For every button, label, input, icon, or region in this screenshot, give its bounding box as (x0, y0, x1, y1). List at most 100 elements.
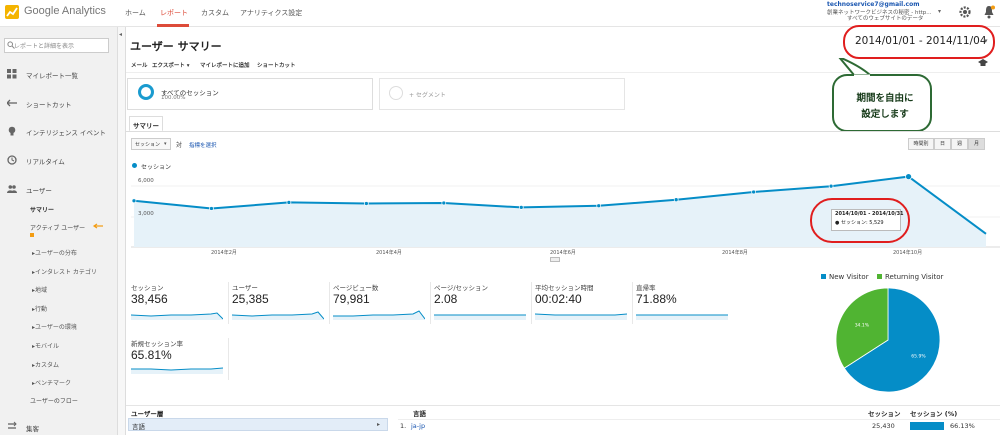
row-percentage-bar (910, 422, 944, 430)
sidebar-item-label: ユーザー (26, 187, 52, 195)
legend-marker-new-visitor (821, 274, 826, 279)
add-to-dashboard-button[interactable]: マイレポートに追加 (200, 63, 250, 69)
demographics-row-label: 言語 (132, 423, 145, 431)
data-point[interactable] (131, 198, 137, 204)
metric-label: 新規セッション率 (131, 340, 183, 348)
tab-admin[interactable]: アナリティクス設定 (240, 9, 303, 17)
notification-bell-icon[interactable] (983, 5, 995, 19)
sidebar-item-label: インテリジェンス イベント (26, 129, 106, 137)
sidebar-subitem-active-users[interactable]: アクティブ ユーザー (30, 225, 86, 232)
data-point[interactable] (596, 203, 602, 209)
sidebar-subitem-interests[interactable]: ▸インタレスト カテゴリ (32, 269, 97, 276)
data-point[interactable] (905, 173, 912, 180)
data-point[interactable] (751, 189, 756, 195)
empty-segment-ring-icon (389, 86, 403, 100)
pie-slice-returning-visitor (835, 287, 889, 369)
divider (632, 282, 633, 324)
data-point[interactable] (518, 205, 524, 210)
segment-percentage: 100.00% (161, 95, 186, 101)
collapse-arrow-icon[interactable]: ◂ (119, 31, 123, 38)
sparkline-sessions (131, 312, 223, 320)
add-segment-label: + セグメント (409, 92, 446, 99)
metric-label: 平均セッション時間 (535, 284, 594, 292)
x-tick-label: 2014年8月 (722, 250, 748, 256)
data-point[interactable] (673, 197, 679, 203)
sidebar-subitem-custom[interactable]: ▸カスタム (32, 362, 60, 369)
sidebar-item-label: マイレポート一覧 (26, 72, 78, 80)
tab-home[interactable]: ホーム (125, 9, 146, 17)
granularity-day-button[interactable]: 日 (934, 138, 951, 150)
pie-label-returning-visitor: 34.1% (855, 323, 870, 329)
metric-select[interactable] (131, 138, 171, 150)
sidebar-subitem-benchmarking[interactable]: ▸ベンチマーク (32, 380, 72, 387)
data-point[interactable] (441, 200, 447, 206)
sessions-line (133, 175, 987, 235)
metric-tile-bounce-rate[interactable]: 直帰率 71.88% (636, 282, 732, 332)
shortcut-arrow-icon (7, 99, 17, 107)
sidebar-subitem-behavior[interactable]: ▸行動 (32, 306, 48, 313)
sidebar-item-label: リアルタイム (26, 158, 65, 166)
metric-tile-new-sessions-rate[interactable]: 新規セッション率 65.81% (131, 338, 227, 388)
account-email[interactable]: technoservice7@gmail.com (827, 1, 920, 8)
callout-text-line-2: 設定します (861, 109, 909, 120)
metric-tile-pageviews[interactable]: ページビュー数 79,981 (333, 282, 429, 332)
metric-tile-sessions[interactable]: セッション 38,456 (131, 282, 227, 332)
email-button[interactable]: メール (131, 63, 148, 69)
tab-custom[interactable]: カスタム (201, 9, 229, 17)
metric-value: 2.08 (434, 292, 458, 306)
sidebar-subitem-demographics[interactable]: ▸ユーザーの分布 (32, 250, 77, 257)
account-dropdown-icon[interactable]: ▾ (938, 8, 942, 15)
export-button[interactable]: エクスポート ▾ (152, 63, 190, 69)
sidebar-subitem-users-flow[interactable]: ユーザーのフロー (30, 398, 78, 405)
sidebar-item-acquisition[interactable] (0, 420, 118, 434)
tab-reports[interactable]: レポート (160, 9, 188, 17)
data-point[interactable] (828, 183, 834, 189)
new-badge-arrow-icon (92, 223, 103, 229)
metric-tile-pages-per-session[interactable]: ページ/セッション 2.08 (434, 282, 530, 332)
sidebar-subitem-mobile[interactable]: ▸モバイル (32, 343, 60, 350)
segment-name: すべてのセッション (161, 89, 219, 97)
sidebar-subitem-overview[interactable]: サマリー (30, 207, 55, 214)
x-tick-label: 2014年4月 (376, 250, 402, 256)
report-search-input[interactable] (4, 38, 109, 53)
column-header-sessions-pct: セッション (%) (910, 410, 958, 418)
sidebar (0, 27, 118, 435)
granularity-week-button[interactable]: 週 (951, 138, 968, 150)
app-logo-text[interactable]: Google Analytics (24, 5, 106, 17)
add-segment-card[interactable] (379, 78, 625, 110)
gear-icon[interactable] (958, 5, 972, 19)
y-tick-label: 3,000 (138, 211, 154, 217)
sidebar-subitem-geo[interactable]: ▸地域 (32, 287, 48, 294)
metric-value: 00:02:40 (535, 292, 582, 306)
data-point[interactable] (364, 201, 369, 206)
metric-value: 71.88% (636, 292, 677, 306)
data-point[interactable] (286, 200, 292, 205)
language-link[interactable]: ja-jp (411, 422, 426, 430)
choose-metric-link[interactable]: 指標を選択 (189, 143, 217, 149)
account-view-name[interactable]: すべてのウェブサイトのデータ (847, 16, 924, 22)
segment-card-all-sessions[interactable] (127, 78, 373, 110)
tooltip-highlight-annotation (810, 198, 910, 243)
metric-tile-users[interactable]: ユーザー 25,385 (232, 282, 328, 332)
chevron-down-icon: ▾ (164, 141, 167, 147)
data-point[interactable] (209, 206, 214, 211)
metric-tile-avg-session-duration[interactable]: 平均セッション時間 00:02:40 (535, 282, 631, 332)
analytics-logo-icon[interactable] (5, 5, 19, 19)
sparkline-avg-session-duration (535, 313, 627, 320)
chevron-down-icon[interactable]: ▾ (984, 37, 988, 45)
metric-select-value: セッション (135, 142, 161, 148)
graduation-cap-icon[interactable] (978, 59, 988, 67)
sidebar-collapse-bar[interactable] (118, 27, 126, 435)
sidebar-item-audience[interactable] (0, 182, 118, 196)
account-property-name[interactable]: 創業ネットワークビジネスの秘密 - http... (827, 10, 932, 16)
shortcut-button[interactable]: ショートカット (257, 63, 296, 69)
demographics-row-language[interactable] (128, 418, 388, 431)
legend-label-new-visitor: New Visitor (829, 273, 869, 281)
sidebar-subitem-technology[interactable]: ▸ユーザーの環境 (32, 324, 77, 331)
visitor-type-pie-chart[interactable]: 65.9% 34.1% (833, 285, 943, 395)
granularity-hourly-button[interactable]: 時間別 (908, 138, 934, 150)
date-range-picker[interactable]: 2014/01/01 - 2014/11/04 (855, 35, 987, 47)
granularity-month-button[interactable]: 月 (968, 138, 985, 150)
row-percentage-value: 66.13% (950, 422, 975, 430)
chart-scroll-handle[interactable] (550, 257, 560, 262)
